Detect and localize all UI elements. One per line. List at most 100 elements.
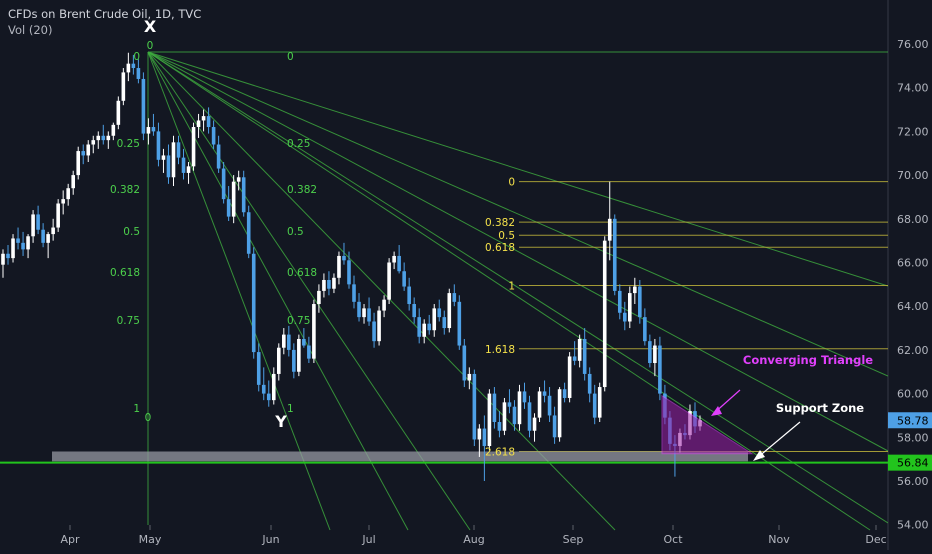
candle-body xyxy=(292,349,296,372)
candle-body xyxy=(246,212,251,254)
candle-body xyxy=(522,391,527,403)
candle-body xyxy=(512,406,517,425)
candle-body xyxy=(76,151,81,176)
candle-body xyxy=(638,286,642,318)
y-axis-tick-label: 54.00 xyxy=(897,519,929,532)
candle-body xyxy=(61,199,65,204)
candle-body xyxy=(552,415,557,438)
candle-body xyxy=(16,238,20,243)
support-zone-arrow-head xyxy=(753,450,765,461)
candle-body xyxy=(437,308,442,318)
fib-fan-level-label: 0.618 xyxy=(110,267,140,279)
candle-body xyxy=(357,301,361,318)
candle-body xyxy=(226,199,231,217)
candle-body xyxy=(221,168,226,200)
fib-retracement-level-label: 1 xyxy=(508,280,515,292)
fib-retracement-level-label: 2.618 xyxy=(485,447,515,459)
candle-body xyxy=(151,127,156,132)
candle-body xyxy=(6,253,10,259)
candle-body xyxy=(287,334,291,350)
fib-fan-level-label: 0.75 xyxy=(117,315,140,327)
candle-body xyxy=(322,279,326,291)
candle-body xyxy=(106,135,111,141)
candle-body xyxy=(422,323,427,337)
candle-body xyxy=(307,345,311,359)
candle-body xyxy=(91,140,96,145)
candle-body xyxy=(297,338,301,372)
candle-body xyxy=(317,290,321,305)
candle-body xyxy=(627,293,632,322)
candle-body xyxy=(572,356,577,361)
candle-body xyxy=(191,127,196,167)
candle-body xyxy=(236,177,241,182)
candle-body xyxy=(282,334,286,348)
candle-body xyxy=(11,238,15,259)
y-axis-tick-label: 60.00 xyxy=(897,388,929,401)
triangle-arrow-head xyxy=(711,406,722,416)
fib-fan-level-label: 0.25 xyxy=(287,138,310,150)
candle-body xyxy=(171,142,176,178)
converging-triangle-label: Converging Triangle xyxy=(743,353,873,367)
candle-body xyxy=(271,373,276,401)
x-axis-tick-label: Aug xyxy=(463,533,484,546)
price-label-badge xyxy=(888,454,932,471)
candle-body xyxy=(457,301,462,346)
y-axis-tick-label: 68.00 xyxy=(897,213,929,226)
candle-body xyxy=(577,338,582,361)
fib-fan-level-label: 0.618 xyxy=(287,267,317,279)
candle-body xyxy=(643,317,647,342)
candle-body xyxy=(302,338,306,346)
candle-body xyxy=(372,321,376,342)
candle-body xyxy=(362,308,366,318)
y-axis-tick-label: 76.00 xyxy=(897,38,929,51)
y-axis-tick-label: 58.00 xyxy=(897,431,929,444)
candle-body xyxy=(547,395,552,416)
candle-body xyxy=(562,389,567,398)
candle-body xyxy=(622,312,627,322)
price-label-value: 56.84 xyxy=(897,457,929,470)
candle-body xyxy=(101,135,106,141)
x-axis-tick-label: Dec xyxy=(865,533,886,546)
candle-body xyxy=(392,255,396,263)
fib-fan-level-label: 0 xyxy=(133,51,140,63)
support-zone-label: Support Zone xyxy=(776,401,864,415)
y-axis-tick-label: 72.00 xyxy=(897,125,929,138)
candle-body xyxy=(617,290,622,313)
fib-retracement-level-label: 0.5 xyxy=(498,230,515,242)
fib-fan-level-label: 0 xyxy=(147,40,154,52)
candle-body xyxy=(81,151,86,156)
fib-fan-level-label: 0.5 xyxy=(123,226,140,238)
candle-body xyxy=(121,72,126,101)
candle-body xyxy=(211,127,216,145)
candle-body xyxy=(352,284,356,302)
candle-body xyxy=(206,116,211,128)
fib-fan-level-label: 0.75 xyxy=(287,315,310,327)
candle-body xyxy=(327,279,331,289)
candle-body xyxy=(377,310,381,342)
fib-fan-level-label: 0 xyxy=(145,412,152,424)
fib-retracement-level-label: 0.382 xyxy=(485,217,515,229)
candle-body xyxy=(382,299,386,311)
candle-body xyxy=(166,155,171,178)
fib-fan-level-label: 1 xyxy=(287,403,294,415)
candle-body xyxy=(21,242,25,250)
point-y-label: Y xyxy=(274,412,287,431)
fib-fan-line xyxy=(147,51,331,531)
candle-body xyxy=(256,352,261,385)
candle-body xyxy=(542,391,547,396)
fib-fan-level-label: 0.5 xyxy=(287,226,304,238)
candle-body xyxy=(231,181,236,217)
candle-body xyxy=(397,255,401,272)
x-axis-tick-label: Sep xyxy=(563,533,584,546)
fib-retracement-level-label: 0 xyxy=(508,177,515,189)
volume-indicator-label: Vol (20) xyxy=(8,23,52,37)
x-axis-tick-label: Jul xyxy=(361,533,375,546)
fib-fan-line xyxy=(147,51,888,377)
candle-body xyxy=(216,144,221,169)
y-axis-tick-label: 70.00 xyxy=(897,169,929,182)
candle-body xyxy=(156,131,161,160)
y-axis-tick-label: 62.00 xyxy=(897,344,929,357)
candle-body xyxy=(342,255,346,261)
